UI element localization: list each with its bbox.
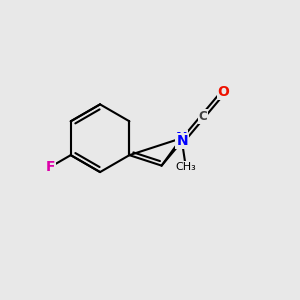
Text: N: N — [176, 134, 188, 148]
Text: O: O — [218, 85, 230, 99]
Text: F: F — [46, 160, 55, 174]
Text: N: N — [176, 131, 187, 145]
Text: CH₃: CH₃ — [176, 162, 196, 172]
Text: C: C — [199, 110, 207, 123]
